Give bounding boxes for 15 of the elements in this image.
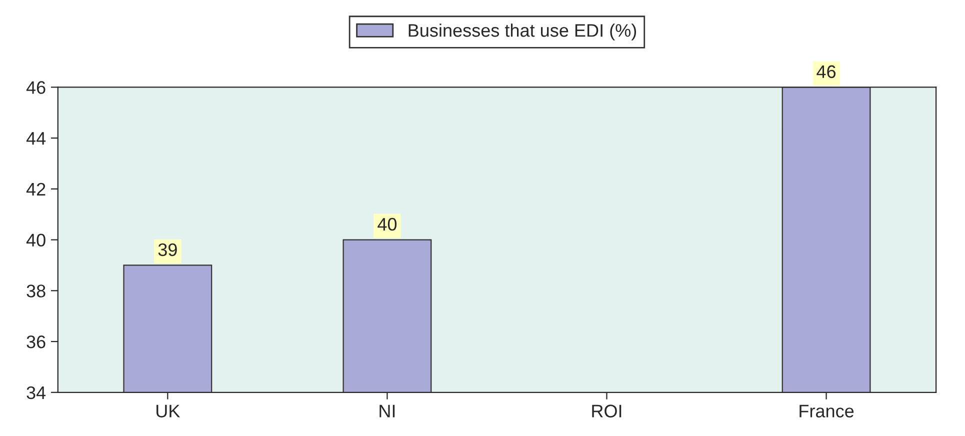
legend-label: Businesses that use EDI (%) xyxy=(408,24,636,40)
data-label: 39 xyxy=(158,243,177,256)
y-tick-label: 46 xyxy=(26,81,46,94)
y-tick-label: 40 xyxy=(26,234,46,247)
x-tick-label: ROI xyxy=(592,404,622,418)
y-tick-label: 44 xyxy=(26,132,46,145)
x-tick-label: NI xyxy=(380,404,395,418)
x-tick-label: France xyxy=(800,404,854,418)
x-tick-label: UK xyxy=(156,404,180,418)
y-tick-label: 36 xyxy=(26,335,46,348)
data-label: 40 xyxy=(378,218,397,231)
y-tick-label: 34 xyxy=(26,386,46,400)
data-label: 46 xyxy=(816,65,836,78)
y-tick-label: 38 xyxy=(26,284,46,298)
y-tick-label: 42 xyxy=(26,182,46,196)
